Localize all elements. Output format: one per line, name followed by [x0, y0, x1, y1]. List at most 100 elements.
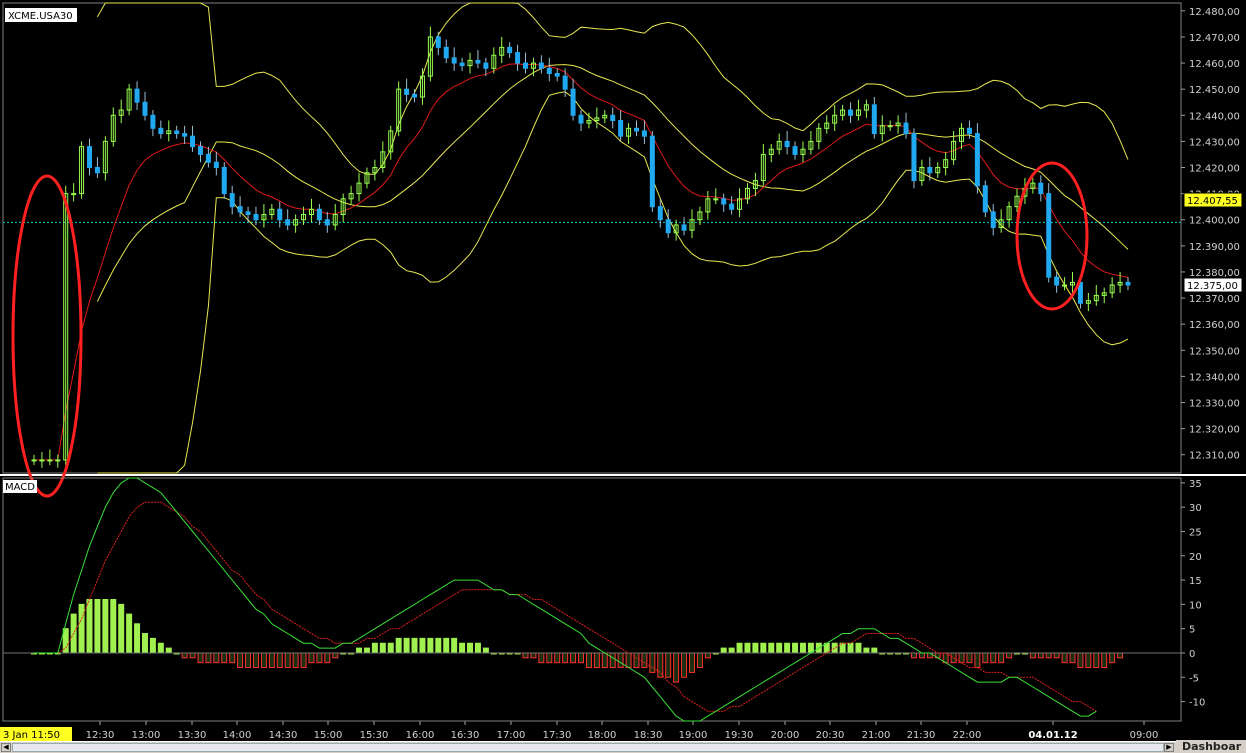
macd-signal-line [34, 501, 1097, 712]
time-tick-label: 18:00 [588, 730, 617, 741]
macd-tick-label: 35 [1189, 479, 1202, 490]
macd-histogram-bar [229, 652, 236, 664]
macd-histogram-bar [831, 642, 838, 654]
macd-histogram-bar [197, 652, 204, 664]
price-tick-label: 12.430,00 [1189, 137, 1240, 148]
scroll-left-button[interactable]: ◀ [1, 743, 11, 752]
price-tick-label: 12.460,00 [1189, 59, 1240, 70]
candle-body [990, 211, 996, 229]
macd-tick-label: 10 [1189, 600, 1202, 611]
macd-histogram-bar [871, 647, 878, 654]
macd-histogram-bar [910, 652, 917, 659]
macd-histogram-bar [292, 652, 299, 669]
bollinger-middle-line [96, 64, 1129, 302]
candle-body [808, 140, 814, 150]
candle-body [324, 219, 330, 226]
candle-body [515, 52, 521, 64]
time-tick-label: 04.01.12 [1028, 730, 1077, 741]
macd-histogram-bar [578, 652, 584, 664]
macd-histogram-bar [673, 652, 680, 683]
candle-body [31, 459, 37, 462]
time-tick-label: 15:00 [314, 730, 343, 741]
date-label-box [0, 727, 72, 741]
macd-histogram-bar [252, 652, 259, 669]
macd-histogram-bar [213, 652, 220, 664]
time-tick-label: 14:00 [223, 730, 252, 741]
macd-histogram-bar [570, 652, 577, 664]
bollinger-lower-line [97, 91, 1129, 474]
price-tick-label: 12.440,00 [1189, 111, 1240, 122]
price-marker-label: 12.407,55 [1187, 196, 1238, 207]
time-tick-label: 12:30 [86, 730, 115, 741]
macd-histogram-bar [1109, 652, 1116, 664]
macd-tick-label: 15 [1189, 576, 1202, 587]
candle-body [1093, 294, 1099, 302]
candle-body [110, 114, 116, 142]
macd-histogram-bar [752, 642, 759, 654]
candle-body [982, 185, 988, 213]
macd-histogram-bar [157, 642, 164, 654]
macd-histogram-bar [356, 647, 363, 654]
time-tick-label: 13:30 [178, 730, 207, 741]
time-tick-label: 19:00 [679, 730, 708, 741]
macd-histogram-bar [609, 652, 616, 669]
candle-body [79, 146, 85, 195]
macd-histogram-bar [696, 652, 703, 669]
candle-body [1014, 195, 1020, 208]
time-tick-label: 21:00 [862, 730, 891, 741]
macd-histogram-bar [1101, 652, 1108, 669]
macd-histogram-bar [998, 652, 1005, 664]
macd-histogram-bar [1006, 652, 1013, 659]
macd-histogram-bar [371, 642, 378, 654]
candle-body [768, 148, 774, 155]
candle-body [998, 219, 1004, 229]
candle-body [673, 224, 679, 234]
annotation-ellipse [1015, 161, 1089, 311]
candle-body [697, 211, 703, 221]
macd-histogram-bar [221, 652, 228, 664]
macd-tick-label: -5 [1189, 673, 1199, 684]
macd-histogram-bar [205, 652, 212, 664]
candle-body [760, 153, 766, 182]
candle-body [895, 122, 901, 127]
macd-histogram-bar [94, 599, 101, 654]
candle-body [689, 219, 695, 231]
candle-body [197, 146, 203, 155]
candle-body [237, 206, 243, 213]
macd-histogram-bar [657, 652, 664, 678]
macd-histogram-bar [237, 652, 244, 669]
scroll-thumb[interactable] [12, 743, 1164, 752]
candle-body [55, 459, 61, 462]
candle-body [451, 57, 457, 64]
macd-histogram-bar [649, 652, 656, 673]
time-tick-label: 13:00 [132, 730, 161, 741]
time-tick-label: 17:00 [497, 730, 526, 741]
horizontal-scrollbar[interactable]: ◀ ▶ [0, 741, 1246, 753]
macd-histogram-bar [982, 652, 989, 664]
candle-body [483, 62, 489, 69]
macd-histogram-bar [538, 652, 545, 664]
macd-histogram-bar [86, 599, 93, 654]
candle-body [594, 117, 600, 121]
macd-line [34, 477, 1097, 722]
time-tick-label: 17:30 [543, 730, 572, 741]
macd-histogram-bar [459, 642, 466, 654]
macd-tick-label: 30 [1189, 503, 1202, 514]
candle-body [47, 459, 53, 462]
price-panel[interactable] [0, 2, 1246, 498]
candle-body [641, 130, 647, 137]
scroll-right-button[interactable]: ▶ [1164, 743, 1174, 752]
dashboard-tab[interactable]: Dashboar [1176, 740, 1246, 753]
candle-body [824, 122, 830, 129]
candle-body [974, 133, 980, 187]
candle-body [356, 182, 362, 195]
macd-histogram-bar [863, 647, 870, 654]
symbol-label-box [5, 8, 77, 22]
macd-histogram-bar [855, 642, 862, 654]
macd-histogram-bar [601, 652, 608, 669]
candle-body [507, 46, 513, 54]
candle-body [412, 93, 418, 98]
macd-panel[interactable] [2, 477, 1182, 722]
macd-histogram-bar [1045, 652, 1052, 659]
